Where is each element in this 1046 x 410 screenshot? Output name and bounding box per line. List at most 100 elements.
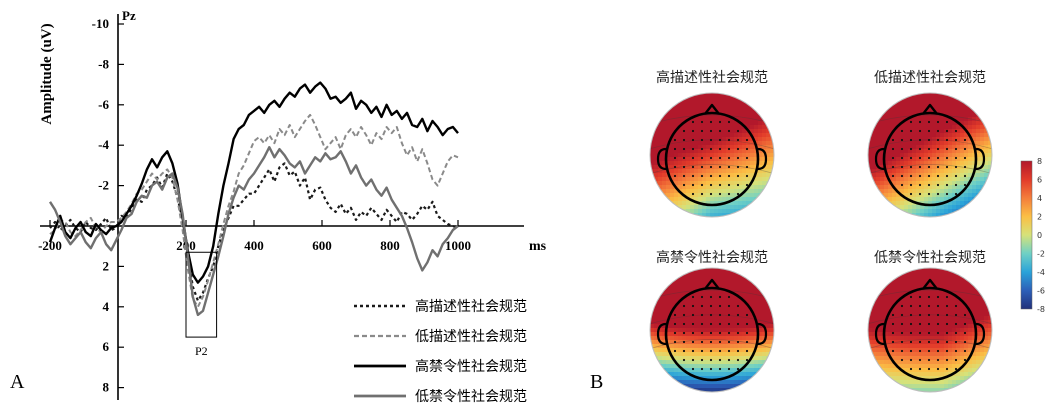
topo-cell: [944, 380, 949, 385]
topo-cell: [730, 368, 735, 373]
topo-cell: [896, 105, 901, 110]
topo-cell: [908, 137, 913, 142]
topo-cell: [746, 316, 751, 321]
topo-cell: [952, 356, 957, 361]
topo-cell: [694, 133, 699, 138]
topo-cell: [952, 113, 957, 118]
topo-cell: [722, 388, 727, 392]
topo-cell: [754, 312, 759, 317]
nose-icon: [922, 278, 938, 290]
topo-cell: [730, 189, 735, 194]
topo-cell: [968, 300, 973, 305]
topo-cell: [722, 336, 727, 341]
topo-cell: [892, 332, 897, 337]
topo-cell: [750, 173, 755, 178]
topo-cell: [924, 360, 929, 365]
topo-cell: [964, 328, 969, 333]
topo-cell: [706, 193, 711, 198]
topo-cell: [884, 328, 889, 333]
topo-cell: [746, 356, 751, 361]
topo-cell: [912, 193, 917, 198]
topo-cell: [670, 352, 675, 357]
topo-cell: [662, 177, 667, 182]
topo-cell: [968, 121, 973, 126]
topo-cell: [916, 304, 921, 309]
topo-cell: [738, 280, 743, 285]
topo-cell: [960, 177, 965, 182]
topo-cell: [908, 332, 913, 337]
topo-cell: [876, 181, 881, 186]
topo-cell: [750, 328, 755, 333]
topo-cell: [904, 364, 909, 369]
topo-cell: [920, 292, 925, 297]
topo-cell: [718, 324, 723, 329]
topo-cell: [912, 105, 917, 110]
topo-cell: [762, 173, 767, 178]
topo-cell: [920, 173, 925, 178]
topo-cell: [896, 292, 901, 297]
topo-cell: [928, 93, 933, 98]
topo-cell: [746, 348, 751, 353]
topo-cell: [980, 328, 985, 333]
topo-cell: [710, 364, 715, 369]
topo-cell: [960, 133, 965, 138]
topo-cell: [742, 296, 747, 301]
topo-cell: [896, 101, 901, 106]
topo-cell: [734, 332, 739, 337]
topo-cell: [658, 344, 663, 349]
right-ear-icon: [757, 147, 768, 171]
topo-cell: [702, 388, 707, 392]
topo-cell: [928, 388, 933, 392]
topo-cell: [912, 117, 917, 122]
topo-cell: [730, 109, 735, 114]
topo-cell: [920, 380, 925, 385]
topo-cell: [698, 197, 703, 202]
topo-cell: [746, 376, 751, 381]
topo-cell: [730, 352, 735, 357]
electrode-dot: [700, 331, 704, 335]
topo-cell: [884, 356, 889, 361]
topo-cell: [908, 288, 913, 293]
electrode-dot: [954, 156, 958, 160]
topo-cell: [920, 288, 925, 293]
topo-cell: [968, 145, 973, 150]
topo-cell: [678, 169, 683, 174]
topo-cell: [734, 157, 739, 162]
y-tick-label: 2: [103, 258, 110, 273]
topo-cell: [988, 340, 992, 345]
topo-cell: [904, 300, 909, 305]
topo-cell: [872, 352, 877, 357]
topo-cell: [908, 384, 913, 389]
electrode-dot: [745, 313, 749, 317]
topo-cell: [908, 141, 913, 146]
topo-cell: [892, 352, 897, 357]
topo-cell: [972, 185, 977, 190]
electrode-dot: [718, 358, 722, 362]
topo-cell: [976, 145, 981, 150]
topo-cell: [980, 336, 985, 341]
electrode-dot: [745, 138, 749, 142]
topo-cell: [904, 109, 909, 114]
topo-cell: [960, 129, 965, 134]
electrode-dot: [709, 156, 713, 160]
topo-cell: [956, 125, 961, 130]
topo-cell: [880, 145, 885, 150]
topo-cell: [888, 177, 893, 182]
topo-cell: [968, 328, 973, 333]
topo-cell: [730, 157, 735, 162]
electrode-dot: [927, 349, 931, 353]
topo-cell: [896, 161, 901, 166]
topo-cell: [702, 356, 707, 361]
topo-cell: [722, 169, 727, 174]
topo-cell: [702, 384, 707, 389]
topo-cell: [912, 352, 917, 357]
topo-cell: [674, 376, 679, 381]
topo-cell: [924, 169, 929, 174]
topo-cell: [758, 336, 763, 341]
topo-cell: [730, 308, 735, 313]
topo-cell: [928, 205, 933, 210]
topo-cell: [872, 157, 877, 162]
topo-cell: [754, 360, 759, 365]
topo-cell: [722, 276, 727, 281]
topo-cell: [770, 328, 774, 333]
